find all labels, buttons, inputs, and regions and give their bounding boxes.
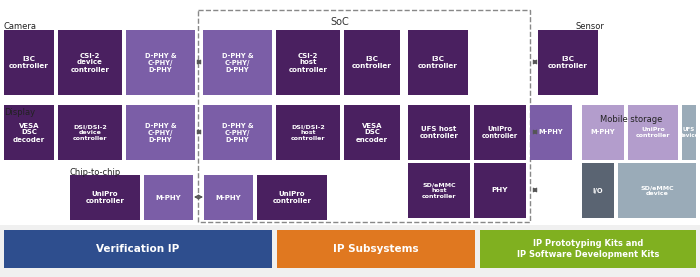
Bar <box>276 105 340 160</box>
Bar <box>628 105 678 160</box>
Text: D-PHY &
C-PHY/
D-PHY: D-PHY & C-PHY/ D-PHY <box>222 53 253 73</box>
Bar <box>126 105 195 160</box>
Bar <box>4 105 54 160</box>
Bar <box>408 30 468 95</box>
Bar <box>408 163 470 218</box>
Text: SD/eMMC
device: SD/eMMC device <box>640 185 674 196</box>
Text: VESA
DSC
encoder: VESA DSC encoder <box>356 122 388 142</box>
Text: M-PHY: M-PHY <box>539 130 564 135</box>
Bar <box>58 105 122 160</box>
Text: Sensor: Sensor <box>575 22 604 31</box>
Text: M-PHY: M-PHY <box>591 130 615 135</box>
Bar <box>682 105 696 160</box>
Text: IP Subsystems: IP Subsystems <box>333 244 419 254</box>
Text: PHY: PHY <box>491 188 508 194</box>
Text: UFS
device: UFS device <box>679 127 699 138</box>
Text: VESA
DSC
decoder: VESA DSC decoder <box>13 122 45 142</box>
Bar <box>58 30 122 95</box>
Text: I3C
controller: I3C controller <box>352 56 392 69</box>
Bar <box>277 230 475 268</box>
Text: M-PHY: M-PHY <box>155 194 181 201</box>
Bar <box>344 105 400 160</box>
Text: UFS host
controller: UFS host controller <box>419 126 459 139</box>
Bar <box>344 30 400 95</box>
Text: D-PHY &
C-PHY/
D-PHY: D-PHY & C-PHY/ D-PHY <box>145 122 176 142</box>
Text: DSI/DSI-2
host
controller: DSI/DSI-2 host controller <box>290 124 326 141</box>
Text: UniPro
controller: UniPro controller <box>482 126 518 139</box>
Text: IP Prototyping Kits and
IP Software Development Kits: IP Prototyping Kits and IP Software Deve… <box>517 239 659 259</box>
Bar <box>276 30 340 95</box>
Bar <box>582 105 624 160</box>
Bar <box>582 163 614 218</box>
Bar <box>4 30 54 95</box>
Text: Chip-to-chip: Chip-to-chip <box>70 168 121 177</box>
Text: CSI-2
host
controller: CSI-2 host controller <box>288 53 328 73</box>
Text: UniPro
controller: UniPro controller <box>636 127 671 138</box>
Text: Mobile storage: Mobile storage <box>600 115 662 124</box>
Bar <box>618 163 696 218</box>
Text: I3C
controller: I3C controller <box>9 56 49 69</box>
Text: SD/eMMC
host
controller: SD/eMMC host controller <box>421 182 456 199</box>
Text: CSI-2
device
controller: CSI-2 device controller <box>71 53 109 73</box>
Bar <box>204 175 253 220</box>
Bar <box>474 105 526 160</box>
Bar <box>257 175 327 220</box>
Text: M-PHY: M-PHY <box>216 194 241 201</box>
Bar <box>4 230 272 268</box>
Bar <box>530 105 572 160</box>
Bar <box>126 30 195 95</box>
Bar <box>203 30 272 95</box>
Text: SoC: SoC <box>330 17 349 27</box>
Text: D-PHY &
C-PHY/
D-PHY: D-PHY & C-PHY/ D-PHY <box>145 53 176 73</box>
Text: UniPro
controller: UniPro controller <box>272 191 312 204</box>
Text: Camera: Camera <box>4 22 37 31</box>
Text: UniPro
controller: UniPro controller <box>85 191 125 204</box>
Bar <box>480 230 696 268</box>
Bar <box>474 163 526 218</box>
Bar <box>70 175 140 220</box>
Text: D-PHY &
C-PHY/
D-PHY: D-PHY & C-PHY/ D-PHY <box>222 122 253 142</box>
Bar <box>203 105 272 160</box>
Bar <box>408 105 470 160</box>
Text: I3C
controller: I3C controller <box>548 56 588 69</box>
Text: I/O: I/O <box>593 188 603 194</box>
Bar <box>144 175 193 220</box>
Bar <box>538 30 598 95</box>
Text: I3C
controller: I3C controller <box>418 56 458 69</box>
Text: Verification IP: Verification IP <box>97 244 180 254</box>
Text: DSI/DSI-2
device
controller: DSI/DSI-2 device controller <box>73 124 107 141</box>
Text: Display: Display <box>4 108 35 117</box>
Bar <box>0 0 700 225</box>
Bar <box>198 10 530 222</box>
